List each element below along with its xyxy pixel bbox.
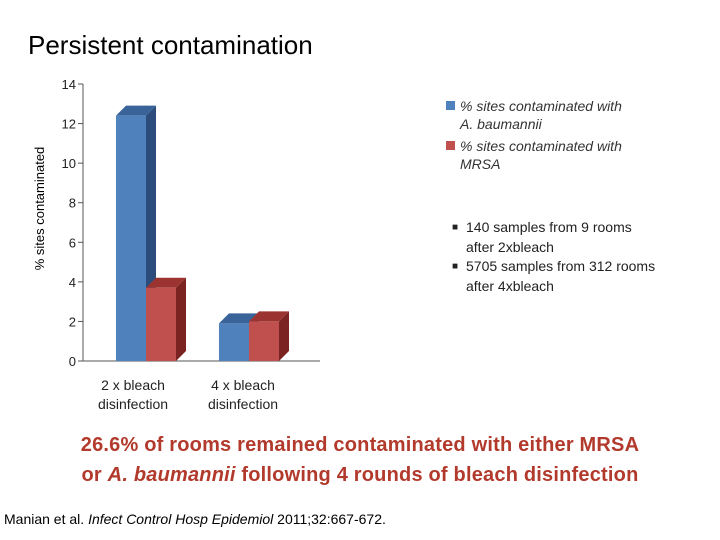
sample-notes: ■ 140 samples from 9 rooms after 2xbleac… (452, 218, 702, 296)
note-line1: 5705 samples from 312 rooms (466, 258, 656, 274)
bar-top (116, 105, 156, 116)
conclusion-line1: 26.6% of rooms remained contaminated wit… (80, 434, 640, 456)
note-item: ■ 5705 samples from 312 rooms after 4xbl… (452, 257, 702, 296)
x-category-label: 4 x bleach (211, 377, 275, 393)
legend-label-line1: % sites contaminated with (460, 98, 622, 114)
x-category-label: 2 x bleach (101, 377, 165, 393)
legend-entry-abaumannii: % sites contaminated with A. baumannii (446, 97, 646, 133)
square-bullet-icon: ■ (452, 222, 459, 233)
legend-label-line2: MRSA (460, 156, 501, 172)
bar (116, 115, 146, 362)
conclusion-organism: A. baumannii (107, 464, 236, 486)
conclusion-text: 26.6% of rooms remained contaminated wit… (0, 430, 720, 490)
y-tick-label: 10 (62, 156, 76, 171)
legend-swatch-red (446, 141, 455, 150)
y-tick-label: 8 (69, 196, 76, 211)
bar-top (219, 313, 259, 324)
bar (219, 323, 249, 361)
chart-legend: % sites contaminated with A. baumannii %… (446, 97, 646, 177)
legend-swatch-blue (446, 101, 455, 110)
y-axis-title: % sites contaminated (32, 147, 47, 271)
y-tick-label: 0 (69, 354, 76, 369)
citation: Manian et al. Infect Control Hosp Epidem… (4, 511, 386, 527)
y-tick-label: 4 (69, 275, 76, 290)
bar (249, 321, 279, 361)
conclusion-line2: or A. baumannii following 4 rounds of bl… (0, 460, 720, 490)
citation-authors: Manian et al. (4, 511, 89, 527)
y-tick-label: 6 (69, 235, 76, 250)
bar-chart: 0 2 4 6 8 10 12 14 % sites contaminated 2 x bleac… (32, 77, 320, 412)
citation-details: 2011;32:667-672. (273, 511, 386, 527)
legend-entry-mrsa: % sites contaminated with MRSA (446, 137, 646, 173)
bar-side (176, 277, 186, 361)
note-line2: after 2xbleach (466, 238, 554, 255)
conclusion-prefix: or (81, 464, 108, 486)
legend-label-line1: % sites contaminated with (460, 138, 622, 154)
x-category-label: disinfection (98, 396, 168, 412)
note-line1: 140 samples from 9 rooms (466, 219, 632, 235)
square-bullet-icon: ■ (452, 261, 459, 272)
x-category-label: disinfection (208, 396, 278, 412)
citation-journal: Infect Control Hosp Epidemiol (88, 511, 274, 527)
y-tick-label: 14 (62, 77, 76, 92)
y-tick-label: 2 (69, 314, 76, 329)
note-item: ■ 140 samples from 9 rooms after 2xbleac… (452, 218, 702, 257)
legend-label-line2: A. baumannii (460, 116, 542, 132)
note-line2: after 4xbleach (466, 277, 554, 294)
conclusion-suffix: following 4 rounds of bleach disinfectio… (235, 464, 639, 486)
bar (146, 287, 176, 361)
bar-top (146, 277, 186, 288)
slide-title: Persistent contamination (28, 30, 313, 60)
bar-top (249, 311, 289, 322)
bar-side (279, 311, 289, 361)
y-tick-label: 12 (62, 117, 76, 132)
